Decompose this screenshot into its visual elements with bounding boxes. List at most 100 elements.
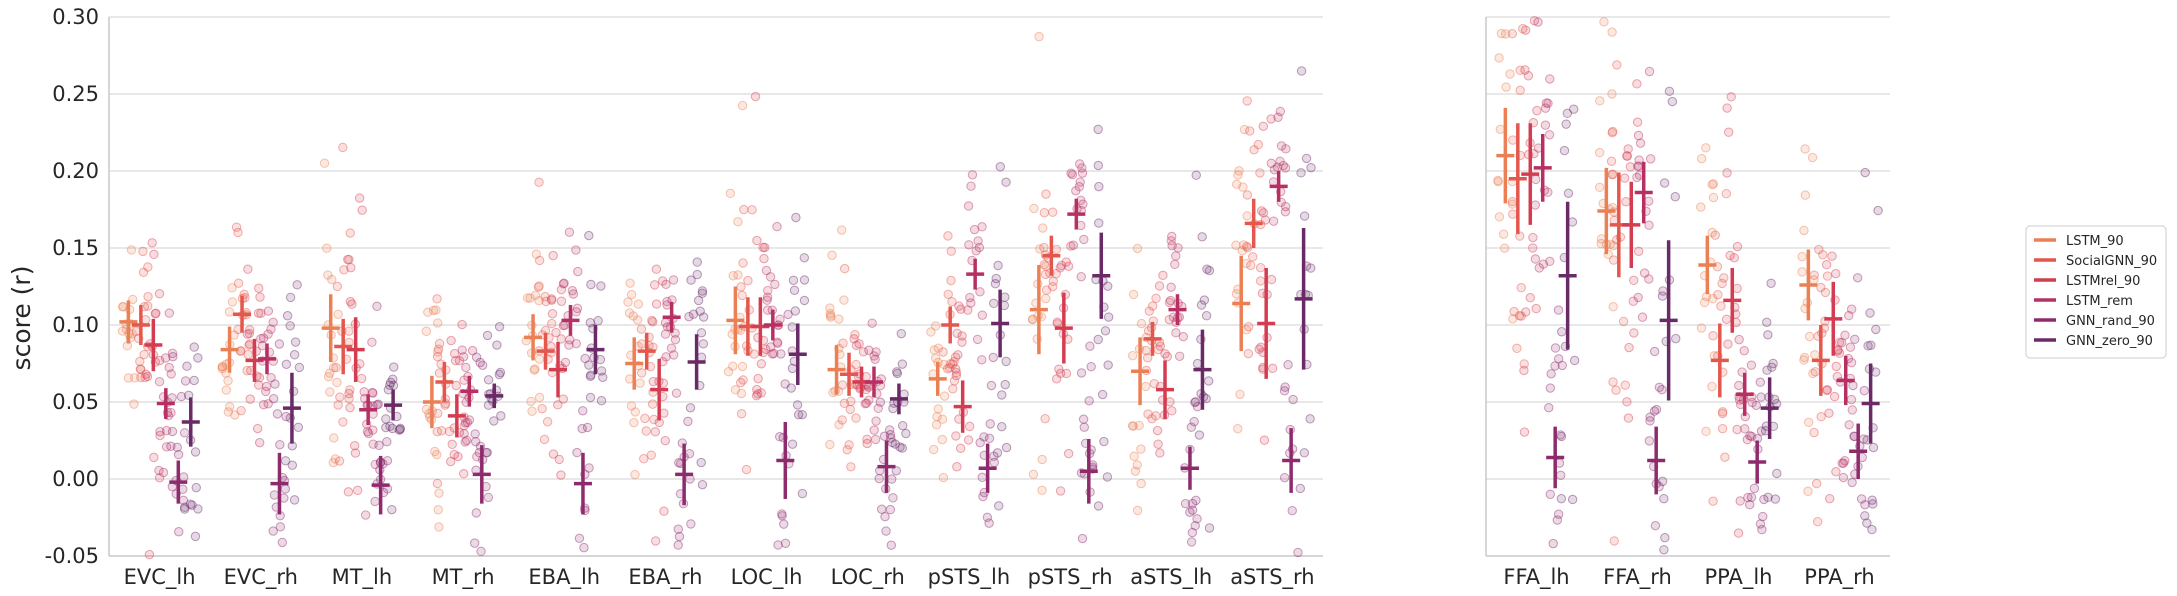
subject-point bbox=[167, 348, 178, 359]
subject-point bbox=[888, 493, 898, 503]
subject-point bbox=[230, 410, 240, 420]
subject-point bbox=[1190, 521, 1200, 531]
subject-point bbox=[1548, 538, 1558, 549]
legend-frame bbox=[2025, 225, 2167, 359]
subject-point bbox=[839, 398, 850, 408]
subject-point bbox=[1739, 345, 1749, 356]
chart-panel-1: -0.05 0.00 0.05 0.10 0.15 0.20 0.25 0.30 EVC_lh E… bbox=[45, 5, 1323, 590]
subject-point bbox=[233, 278, 244, 288]
subject-point bbox=[1142, 353, 1153, 363]
subject-point bbox=[623, 297, 633, 307]
subject-point bbox=[345, 296, 356, 307]
subject-point bbox=[897, 443, 907, 453]
subject-point bbox=[930, 321, 941, 331]
subject-point bbox=[459, 420, 469, 431]
subject-point bbox=[160, 353, 171, 363]
subject-point bbox=[470, 436, 481, 447]
subject-point bbox=[585, 371, 596, 382]
subject-point bbox=[1102, 472, 1113, 482]
subject-point bbox=[684, 311, 694, 322]
subject-point bbox=[433, 408, 443, 418]
subject-point bbox=[1660, 532, 1670, 543]
subject-point bbox=[282, 311, 293, 321]
subject-point bbox=[952, 462, 962, 472]
subject-point bbox=[382, 455, 393, 466]
subject-point bbox=[573, 266, 583, 277]
subject-point bbox=[323, 372, 334, 382]
subject-point bbox=[584, 463, 594, 473]
subject-point bbox=[1543, 98, 1553, 109]
subject-point bbox=[1607, 27, 1617, 37]
subject-point bbox=[1645, 412, 1655, 422]
subject-point bbox=[953, 350, 963, 360]
subject-point bbox=[223, 376, 233, 386]
chart-panel-2: FFA_lh FFA_rh PPA_lh PPA_rh bbox=[1485, 16, 1890, 590]
subject-point bbox=[266, 324, 276, 334]
subject-point bbox=[546, 294, 557, 304]
subject-point bbox=[1707, 381, 1717, 392]
subject-point bbox=[825, 439, 835, 450]
subject-point bbox=[662, 296, 672, 307]
subject-point bbox=[1097, 389, 1108, 400]
subject-point bbox=[129, 399, 139, 409]
subject-point bbox=[964, 421, 975, 432]
subject-point bbox=[772, 221, 782, 232]
subject-point bbox=[1514, 310, 1525, 321]
subject-point bbox=[1757, 524, 1767, 535]
subject-point bbox=[275, 439, 285, 450]
subject-point bbox=[372, 301, 382, 312]
subject-point bbox=[1822, 385, 1832, 396]
subject-point bbox=[628, 311, 638, 321]
subject-point bbox=[541, 296, 551, 307]
subject-point bbox=[388, 374, 398, 384]
subject-point bbox=[876, 504, 887, 514]
subject-point bbox=[1191, 495, 1201, 506]
subject-point bbox=[1708, 293, 1718, 304]
subject-point bbox=[850, 330, 860, 340]
subject-point bbox=[779, 519, 789, 529]
subject-point bbox=[977, 355, 987, 365]
legend-label: GNN_rand_90 bbox=[2066, 314, 2155, 329]
subject-point bbox=[476, 546, 486, 557]
subject-point bbox=[368, 425, 378, 435]
subject-point bbox=[584, 230, 594, 241]
subject-point bbox=[1165, 295, 1176, 306]
subject-point bbox=[939, 359, 949, 370]
subject-point bbox=[971, 246, 981, 256]
subject-point bbox=[854, 339, 864, 349]
subject-point bbox=[1204, 265, 1215, 276]
subject-point bbox=[477, 360, 488, 370]
subject-point bbox=[1804, 331, 1815, 342]
subject-point bbox=[154, 473, 165, 483]
subject-point bbox=[943, 231, 953, 241]
subject-point bbox=[1831, 268, 1841, 279]
subject-point bbox=[1553, 509, 1564, 519]
subject-point bbox=[433, 344, 444, 354]
subject-point bbox=[636, 368, 647, 378]
subject-point bbox=[752, 235, 762, 246]
subject-point bbox=[151, 308, 161, 318]
y-tick-label: 0.20 bbox=[52, 159, 99, 183]
subject-point bbox=[1231, 240, 1241, 250]
subject-point bbox=[640, 413, 650, 424]
subject-point bbox=[1635, 138, 1646, 148]
subject-point bbox=[723, 367, 734, 377]
subject-point bbox=[547, 309, 558, 319]
subject-point bbox=[1029, 203, 1039, 214]
subject-point bbox=[767, 349, 778, 359]
subject-point bbox=[335, 392, 345, 402]
subject-point bbox=[1063, 448, 1074, 459]
subject-point bbox=[1238, 240, 1249, 250]
subject-point bbox=[1531, 303, 1541, 314]
subject-point bbox=[471, 352, 482, 362]
subject-point bbox=[596, 366, 607, 376]
subject-point bbox=[1001, 356, 1011, 367]
subject-point bbox=[1173, 243, 1183, 253]
subject-point bbox=[142, 371, 153, 382]
subject-point bbox=[1721, 314, 1732, 324]
subject-point bbox=[739, 204, 749, 215]
subject-point bbox=[898, 420, 908, 431]
subject-point bbox=[749, 349, 759, 359]
subject-point bbox=[432, 351, 443, 362]
subject-point bbox=[1280, 382, 1290, 392]
